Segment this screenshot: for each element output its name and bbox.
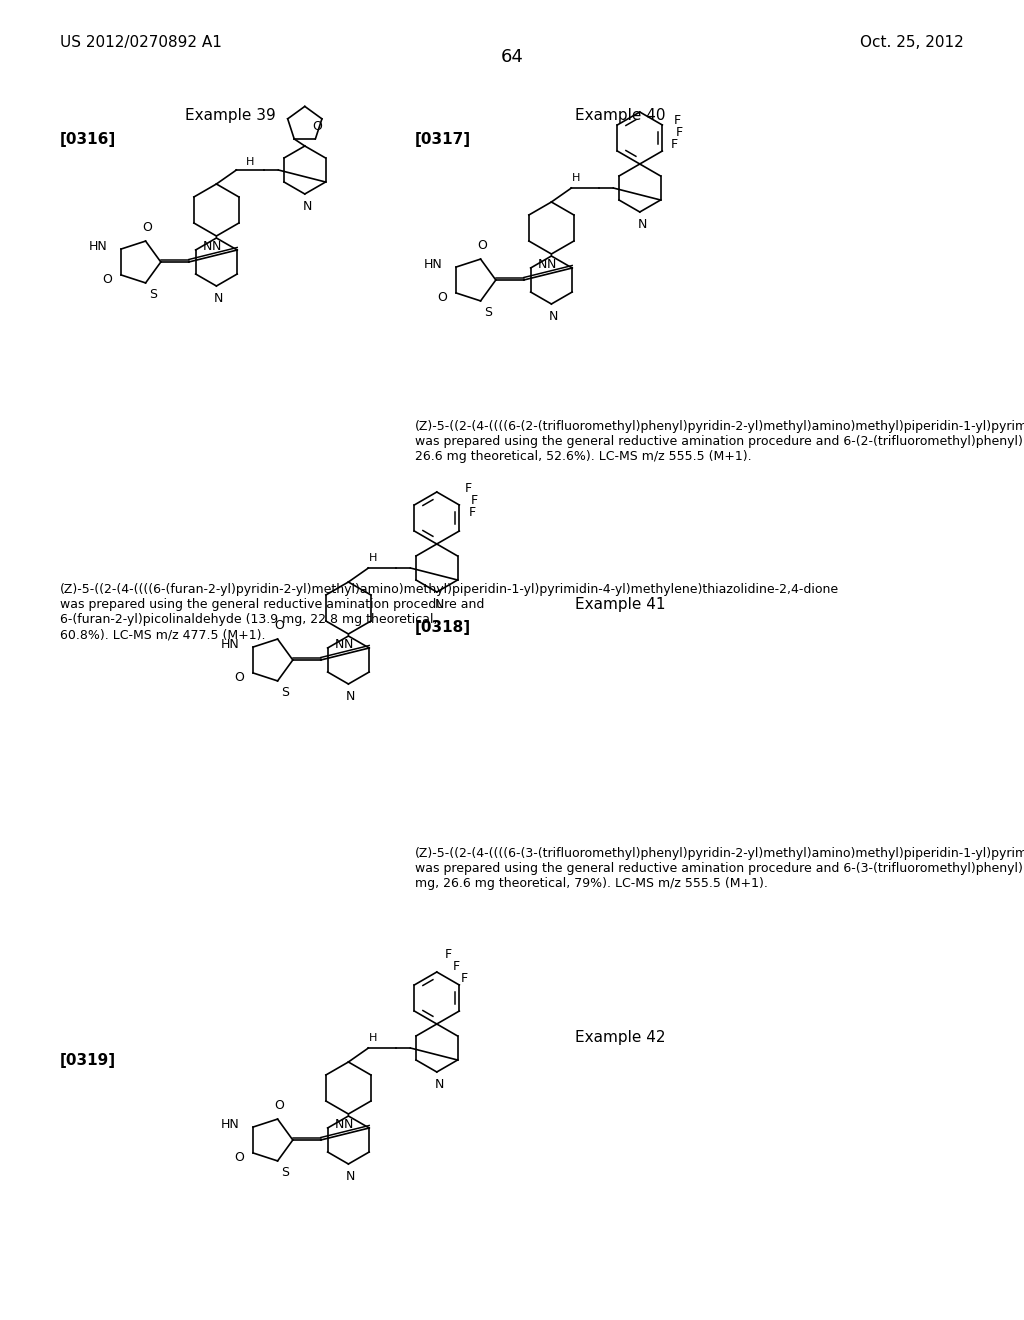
Text: O: O <box>234 1151 244 1164</box>
Text: 64: 64 <box>501 48 523 66</box>
Text: F: F <box>674 114 681 127</box>
Text: F: F <box>672 137 678 150</box>
Text: N: N <box>335 638 344 651</box>
Text: O: O <box>234 672 244 685</box>
Text: Example 41: Example 41 <box>574 597 666 612</box>
Text: F: F <box>469 507 476 520</box>
Text: H: H <box>246 157 255 168</box>
Text: N: N <box>214 292 223 305</box>
Text: [0318]: [0318] <box>415 620 471 635</box>
Text: H: H <box>370 553 378 564</box>
Text: N: N <box>212 239 221 252</box>
Text: N: N <box>549 309 558 322</box>
Text: N: N <box>335 1118 344 1130</box>
Text: F: F <box>471 494 478 507</box>
Text: N: N <box>538 257 547 271</box>
Text: (Z)-5-((2-(4-((((6-(furan-2-yl)pyridin-2-yl)methyl)amino)methyl)piperidin-1-yl)p: (Z)-5-((2-(4-((((6-(furan-2-yl)pyridin-2… <box>60 583 839 642</box>
Text: Example 40: Example 40 <box>574 108 666 123</box>
Text: O: O <box>477 239 487 252</box>
Text: (Z)-5-((2-(4-((((6-(2-(trifluoromethyl)phenyl)pyridin-2-yl)methyl)amino)methyl)p: (Z)-5-((2-(4-((((6-(2-(trifluoromethyl)p… <box>415 420 1024 463</box>
Text: F: F <box>454 960 461 973</box>
Text: [0319]: [0319] <box>60 1053 116 1068</box>
Text: (Z)-5-((2-(4-((((6-(3-(trifluoromethyl)phenyl)pyridin-2-yl)methyl)amino)methyl)p: (Z)-5-((2-(4-((((6-(3-(trifluoromethyl)p… <box>415 847 1024 890</box>
Text: N: N <box>346 1170 355 1183</box>
Text: O: O <box>312 120 322 133</box>
Text: US 2012/0270892 A1: US 2012/0270892 A1 <box>60 36 222 50</box>
Text: F: F <box>461 972 468 985</box>
Text: N: N <box>638 218 647 231</box>
Text: O: O <box>437 292 446 305</box>
Text: S: S <box>282 686 290 700</box>
Text: O: O <box>274 619 285 631</box>
Text: HN: HN <box>220 1118 239 1130</box>
Text: O: O <box>102 273 112 286</box>
Text: N: N <box>344 638 353 651</box>
Text: F: F <box>445 948 453 961</box>
Text: N: N <box>435 598 444 610</box>
Text: O: O <box>142 220 153 234</box>
Text: HN: HN <box>220 638 239 651</box>
Text: F: F <box>676 125 683 139</box>
Text: H: H <box>370 1034 378 1043</box>
Text: N: N <box>547 257 556 271</box>
Text: N: N <box>203 239 212 252</box>
Text: N: N <box>344 1118 353 1130</box>
Text: N: N <box>346 689 355 702</box>
Text: F: F <box>465 482 472 495</box>
Text: Oct. 25, 2012: Oct. 25, 2012 <box>860 36 964 50</box>
Text: HN: HN <box>88 239 106 252</box>
Text: N: N <box>303 199 312 213</box>
Text: HN: HN <box>423 257 442 271</box>
Text: [0317]: [0317] <box>415 132 471 147</box>
Text: S: S <box>484 306 493 319</box>
Text: S: S <box>282 1167 290 1180</box>
Text: Example 39: Example 39 <box>184 108 275 123</box>
Text: H: H <box>572 173 581 183</box>
Text: Example 42: Example 42 <box>574 1030 666 1045</box>
Text: O: O <box>274 1098 285 1111</box>
Text: N: N <box>435 1077 444 1090</box>
Text: [0316]: [0316] <box>60 132 117 147</box>
Text: S: S <box>150 289 158 301</box>
